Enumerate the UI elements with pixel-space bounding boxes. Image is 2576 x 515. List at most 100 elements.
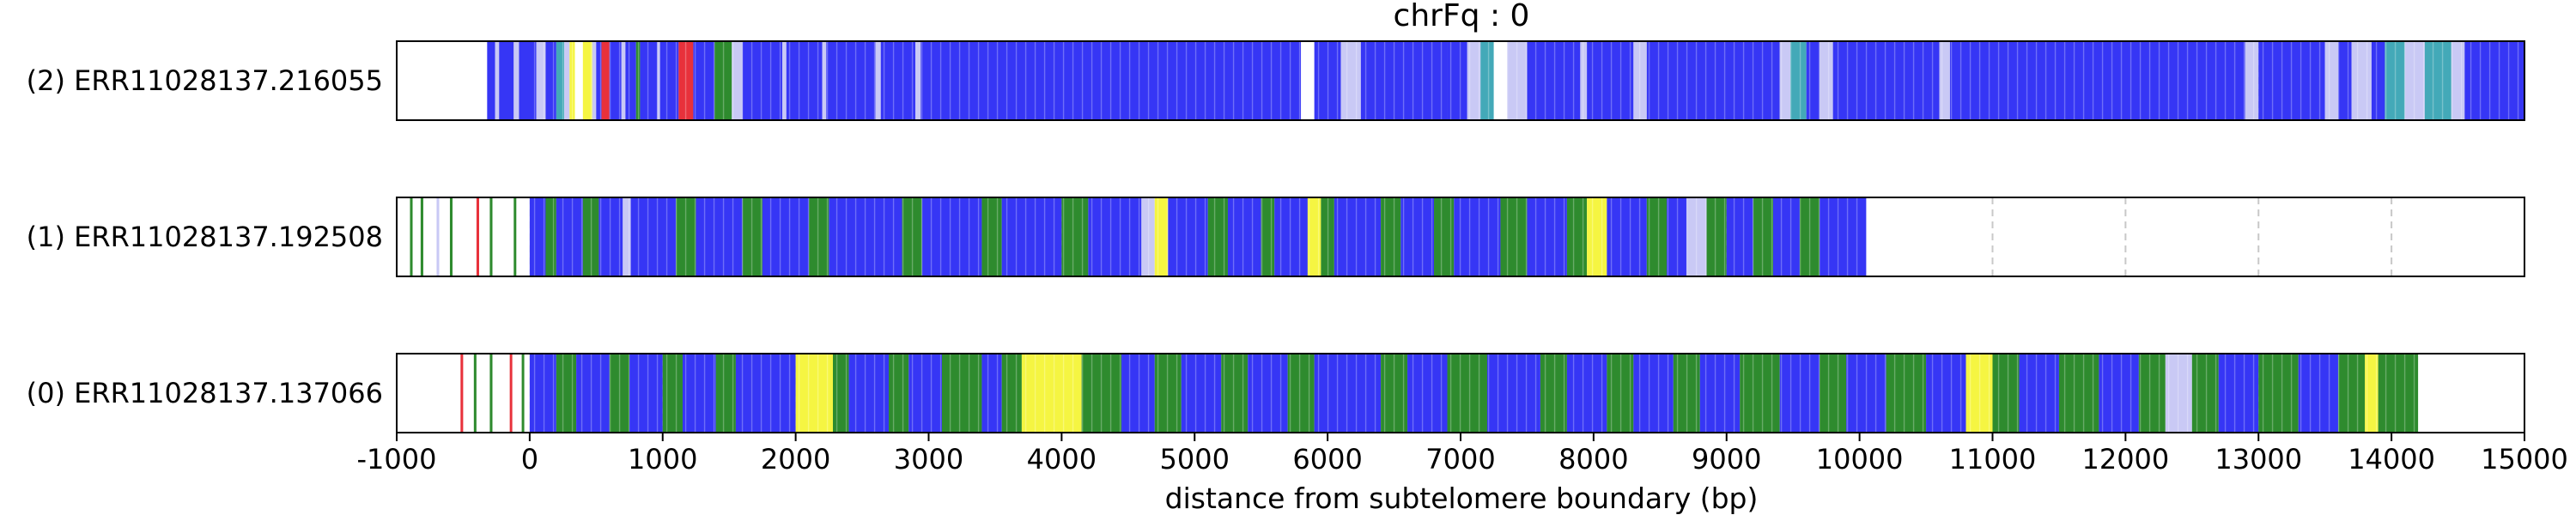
texture-stripe: [2271, 41, 2274, 120]
texture-stripe: [2300, 354, 2302, 433]
track-segment: [1154, 354, 1182, 433]
texture-stripe: [1043, 354, 1046, 433]
texture-stripe: [2082, 41, 2085, 120]
track-segment: [832, 354, 849, 433]
texture-stripe: [1062, 354, 1065, 433]
texture-stripe: [1119, 41, 1121, 120]
track-segment: [2385, 41, 2405, 120]
track-segment: [2019, 354, 2059, 433]
x-tick-label: 13000: [2215, 443, 2302, 476]
texture-stripe: [2139, 354, 2142, 433]
texture-stripe: [2413, 41, 2415, 120]
texture-stripe: [1251, 354, 1254, 433]
track-segment: [1248, 354, 1288, 433]
texture-stripe: [1185, 354, 1188, 433]
texture-stripe: [1893, 354, 1896, 433]
texture-stripe: [1591, 197, 1594, 276]
texture-stripe: [590, 197, 592, 276]
texture-stripe: [590, 41, 592, 120]
track-segment: [2338, 354, 2366, 433]
texture-stripe: [788, 197, 791, 276]
texture-stripe: [1298, 41, 1301, 120]
x-tick-label: 14000: [2348, 443, 2435, 476]
texture-stripe: [1261, 354, 1263, 433]
track-segment: [499, 41, 514, 120]
texture-stripe: [2120, 354, 2123, 433]
texture-stripe: [2016, 41, 2019, 120]
texture-stripe: [920, 197, 923, 276]
texture-stripe: [2394, 41, 2397, 120]
texture-stripe: [2196, 354, 2198, 433]
texture-stripe: [1346, 197, 1348, 276]
texture-stripe: [1695, 197, 1698, 276]
texture-stripe: [656, 354, 659, 433]
texture-stripe: [1431, 197, 1433, 276]
texture-stripe: [1355, 197, 1358, 276]
texture-stripe: [939, 354, 942, 433]
track-segment: [2365, 354, 2379, 433]
texture-stripe: [987, 197, 989, 276]
texture-stripe: [996, 41, 999, 120]
texture-stripe: [2356, 41, 2359, 120]
track-segment: [1740, 354, 1780, 433]
texture-stripe: [2063, 354, 2066, 433]
texture-stripe: [1355, 354, 1358, 433]
track-segment: [420, 197, 423, 276]
texture-stripe: [533, 41, 536, 120]
track-segment: [2258, 41, 2325, 120]
texture-stripe: [618, 354, 621, 433]
x-tick-label: 4000: [1027, 443, 1097, 476]
texture-stripe: [1468, 197, 1471, 276]
texture-stripe: [2300, 41, 2302, 120]
texture-stripe: [1950, 41, 1953, 120]
texture-stripe: [2318, 354, 2321, 433]
texture-stripe: [2054, 354, 2057, 433]
texture-stripe: [1723, 354, 1726, 433]
texture-stripe: [1213, 41, 1216, 120]
track-segment: [1307, 197, 1321, 276]
texture-stripe: [2271, 354, 2274, 433]
texture-stripe: [1364, 197, 1367, 276]
texture-stripe: [1024, 41, 1027, 120]
track-segment: [693, 41, 715, 120]
texture-stripe: [1043, 41, 1046, 120]
texture-stripe: [1610, 41, 1613, 120]
track-segment: [1168, 197, 1208, 276]
texture-stripe: [1204, 197, 1206, 276]
track-segment: [1646, 41, 1780, 120]
track-segment: [412, 197, 421, 276]
texture-stripe: [1988, 41, 1990, 120]
track-segment: [1340, 41, 1361, 120]
texture-stripe: [1487, 354, 1490, 433]
texture-stripe: [1128, 354, 1131, 433]
track-segment: [2245, 41, 2259, 120]
texture-stripe: [1166, 41, 1169, 120]
texture-stripe: [1402, 41, 1405, 120]
texture-stripe: [1355, 41, 1358, 120]
texture-stripe: [637, 41, 640, 120]
track-segment: [1447, 41, 1467, 120]
track-segment: [2258, 354, 2299, 433]
track-segment: [1587, 197, 1607, 276]
x-tick-label: 2000: [761, 443, 830, 476]
texture-stripe: [826, 197, 829, 276]
texture-stripe: [1941, 354, 1943, 433]
texture-stripe: [2196, 41, 2198, 120]
track-segment: [762, 197, 810, 276]
texture-stripe: [675, 354, 677, 433]
texture-stripe: [1959, 41, 1962, 120]
texture-stripe: [2186, 354, 2189, 433]
track-segment: [1832, 41, 1940, 120]
texture-stripe: [1364, 41, 1367, 120]
track-segment: [635, 41, 641, 120]
texture-stripe: [1100, 197, 1103, 276]
texture-stripe: [552, 41, 555, 120]
texture-stripe: [2328, 354, 2330, 433]
texture-stripe: [571, 41, 574, 120]
track-segment: [513, 197, 517, 276]
track-segment: [1633, 41, 1647, 120]
track-segment: [782, 41, 787, 120]
track-segment: [981, 354, 1002, 433]
track-segment: [2404, 41, 2425, 120]
texture-stripe: [741, 197, 744, 276]
